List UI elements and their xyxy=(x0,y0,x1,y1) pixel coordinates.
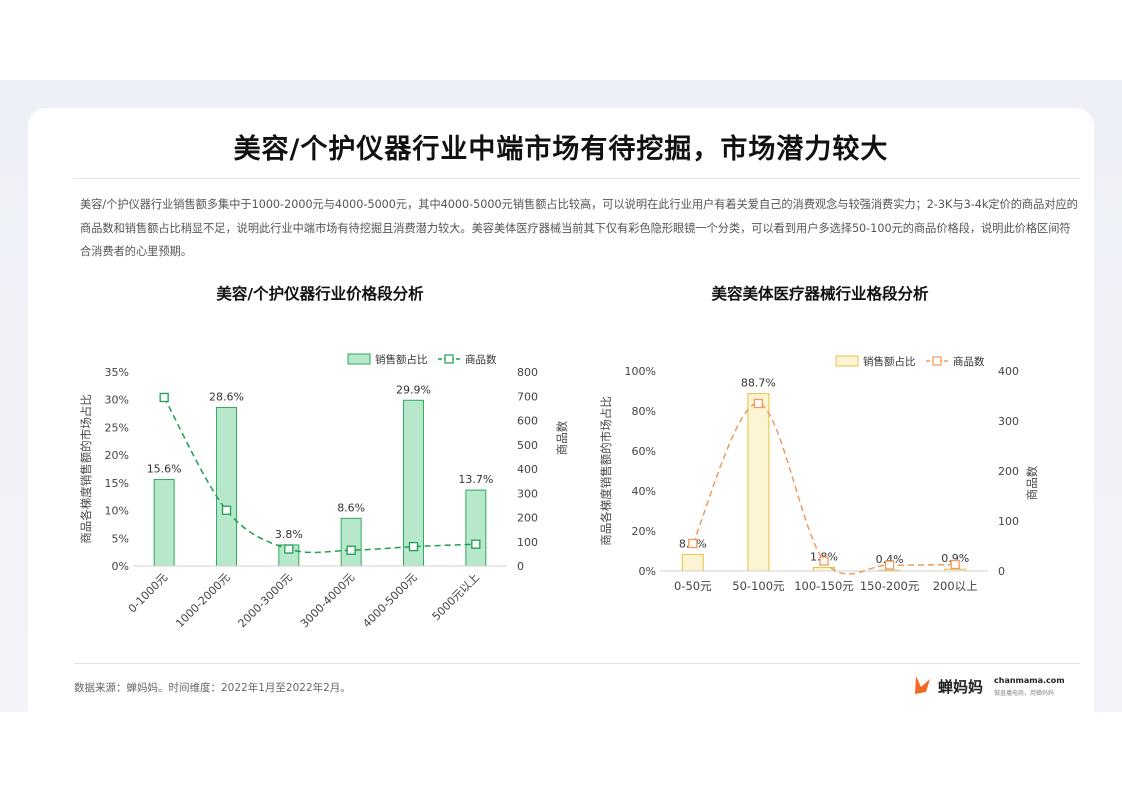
chart1-title: 美容/个护仪器行业价格段分析 xyxy=(216,285,424,303)
y2-tick-label: 600 xyxy=(517,415,538,428)
x-tick-label: 2000-3000元 xyxy=(236,571,295,630)
line-point-marker xyxy=(346,545,356,555)
legend-label-line: 商品数 xyxy=(953,355,985,368)
y-tick-label: 10% xyxy=(105,505,129,518)
bar-data-label: 8.6% xyxy=(337,501,365,514)
bar-data-label: 15.6% xyxy=(147,463,182,476)
bar-data-label: 0.4% xyxy=(876,553,904,566)
y2-tick-label: 0 xyxy=(517,560,524,573)
y-tick-label: 20% xyxy=(105,449,129,462)
x-tick-label: 0-1000元 xyxy=(126,571,171,616)
y-tick-label: 60% xyxy=(632,445,656,458)
x-tick-label: 150-200元 xyxy=(860,579,920,593)
y2-tick-label: 200 xyxy=(998,465,1019,478)
line-point-marker xyxy=(471,539,481,549)
divider-bottom xyxy=(74,663,1080,664)
line-point-marker xyxy=(408,541,419,552)
y-tick-label: 35% xyxy=(105,366,129,379)
y-axis-title: 商品各梯度销售额的市场占比 xyxy=(599,396,613,546)
chart1-price-segment: 0% 5% 10% 15% 20% 25% 30% 35% 0 100 200 300 400 500 60… xyxy=(79,353,569,630)
bar xyxy=(216,406,237,567)
x-tick-label: 100-150元 xyxy=(794,579,854,593)
chart2-title: 美容美体医疗器械行业格段分析 xyxy=(711,285,929,303)
y-tick-label: 40% xyxy=(632,485,656,498)
page-title: 美容/个护仪器行业中端市场有待挖掘，市场潜力较大 xyxy=(233,134,889,165)
line-point-marker xyxy=(159,392,169,403)
description-text: 美容/个护仪器行业销售额多集中于1000-2000元与4000-5000元，其中… xyxy=(80,198,1078,258)
y-tick-label: 15% xyxy=(105,477,129,490)
y2-tick-label: 400 xyxy=(517,463,538,476)
bar xyxy=(747,393,770,572)
y-tick-label: 30% xyxy=(105,394,129,407)
brand-slogan: 做直播电商，用蝉妈妈 xyxy=(994,690,1055,697)
legend-label-bar: 销售额占比 xyxy=(863,355,916,368)
y2-tick-label: 300 xyxy=(998,415,1019,428)
series-line-product-count xyxy=(692,402,956,575)
x-tick-label: 0-50元 xyxy=(674,579,712,593)
bar-data-label: 28.6% xyxy=(209,390,244,403)
chart2-medical-device-segment: 0% 20% 40% 60% 80% 100% 0 100 200 300 400 商品各梯度销售额的… xyxy=(599,355,1039,593)
line-point-marker xyxy=(884,560,895,570)
bar xyxy=(403,399,424,567)
divider-top xyxy=(74,178,1080,179)
bar-data-label: 88.7% xyxy=(741,377,776,390)
bar xyxy=(681,553,704,572)
y2-tick-label: 400 xyxy=(998,365,1019,378)
y-tick-label: 20% xyxy=(632,525,656,538)
x-tick-label: 3000-4000元 xyxy=(298,571,357,630)
bar xyxy=(340,517,362,567)
line-point-marker xyxy=(688,538,698,549)
y-tick-label: 100% xyxy=(625,365,656,378)
series-line-product-count xyxy=(163,397,476,554)
y2-tick-label: 700 xyxy=(517,390,538,403)
bar xyxy=(465,489,487,567)
y-axis-title: 商品各梯度销售额的市场占比 xyxy=(79,394,93,544)
bar xyxy=(153,479,175,567)
bar-data-label: 13.7% xyxy=(458,473,493,486)
y2-axis-title: 商品数 xyxy=(1025,465,1039,500)
legend-swatch-marker xyxy=(932,356,942,366)
x-tick-label: 200以上 xyxy=(933,579,978,593)
y-tick-label: 0% xyxy=(639,565,656,578)
legend-swatch-bar xyxy=(347,353,371,365)
y2-tick-label: 100 xyxy=(517,536,538,549)
content-card xyxy=(28,108,1094,712)
line-point-marker xyxy=(819,556,829,566)
legend-swatch-bar xyxy=(835,355,859,367)
x-tick-label: 5000元以上 xyxy=(430,571,482,623)
line-point-marker xyxy=(753,398,764,409)
brand-logo-icon xyxy=(915,676,930,694)
y-tick-label: 80% xyxy=(632,405,656,418)
y2-tick-label: 0 xyxy=(998,565,1005,578)
y-tick-label: 0% xyxy=(112,560,129,573)
x-tick-label: 1000-2000元 xyxy=(173,571,232,630)
y2-tick-label: 100 xyxy=(998,515,1019,528)
y2-tick-label: 500 xyxy=(517,439,538,452)
legend-swatch-marker xyxy=(444,354,454,364)
y2-tick-label: 200 xyxy=(517,512,538,525)
data-source-note: 数据来源：蝉妈妈。时间维度：2022年1月至2022年2月。 xyxy=(74,682,351,694)
line-point-marker xyxy=(284,544,294,554)
legend-label-line: 商品数 xyxy=(465,353,497,366)
x-tick-label: 50-100元 xyxy=(732,579,785,593)
bar-data-label: 0.9% xyxy=(941,552,969,565)
y-tick-label: 25% xyxy=(105,421,129,434)
x-tick-label: 4000-5000元 xyxy=(360,571,419,630)
y2-tick-label: 300 xyxy=(517,487,538,500)
brand-name: 蝉妈妈 xyxy=(938,678,984,696)
legend-label-bar: 销售额占比 xyxy=(375,353,428,366)
line-point-marker xyxy=(950,559,960,570)
brand-domain: chanmama.com xyxy=(994,676,1065,685)
bar-data-label: 29.9% xyxy=(396,383,431,396)
y2-axis-title: 商品数 xyxy=(555,420,569,455)
y2-tick-label: 800 xyxy=(517,366,538,379)
y-tick-label: 5% xyxy=(112,532,129,545)
line-point-marker xyxy=(221,505,232,515)
bar-data-label: 3.8% xyxy=(275,528,303,541)
